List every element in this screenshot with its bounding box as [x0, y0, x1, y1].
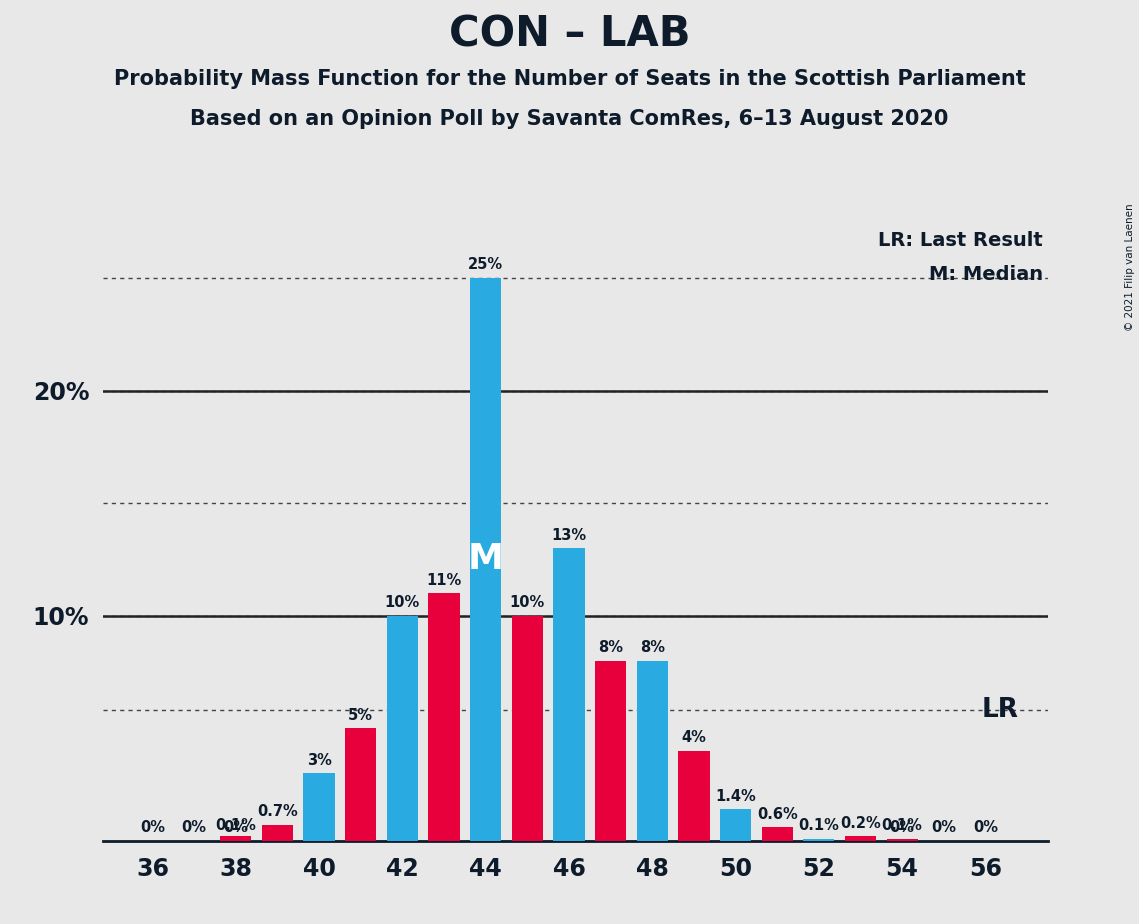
- Bar: [637, 661, 667, 841]
- Text: 10%: 10%: [509, 595, 544, 610]
- Bar: [678, 751, 710, 841]
- Text: 0.1%: 0.1%: [798, 818, 839, 833]
- Text: LR: LR: [982, 698, 1018, 723]
- Text: 8%: 8%: [640, 640, 665, 655]
- Text: Probability Mass Function for the Number of Seats in the Scottish Parliament: Probability Mass Function for the Number…: [114, 69, 1025, 90]
- Text: 0%: 0%: [140, 821, 165, 835]
- Text: 5%: 5%: [349, 708, 374, 723]
- Text: M: Median: M: Median: [929, 265, 1043, 284]
- Text: 0.2%: 0.2%: [841, 816, 880, 831]
- Bar: [220, 839, 252, 841]
- Text: 1.4%: 1.4%: [715, 789, 756, 804]
- Text: 25%: 25%: [468, 258, 503, 273]
- Text: 11%: 11%: [426, 573, 461, 588]
- Text: M: M: [468, 542, 503, 577]
- Text: 0%: 0%: [973, 821, 998, 835]
- Text: 13%: 13%: [551, 528, 587, 542]
- Bar: [762, 827, 793, 841]
- Text: 4%: 4%: [681, 730, 706, 745]
- Text: 0%: 0%: [890, 821, 915, 835]
- Bar: [803, 839, 835, 841]
- Text: 3%: 3%: [306, 753, 331, 768]
- Text: 0%: 0%: [932, 821, 957, 835]
- Bar: [595, 661, 626, 841]
- Bar: [262, 825, 293, 841]
- Text: 0.1%: 0.1%: [882, 818, 923, 833]
- Text: 0.6%: 0.6%: [756, 807, 797, 821]
- Bar: [886, 839, 918, 841]
- Text: © 2021 Filip van Laenen: © 2021 Filip van Laenen: [1125, 203, 1134, 331]
- Text: 10%: 10%: [385, 595, 420, 610]
- Bar: [387, 615, 418, 841]
- Bar: [720, 809, 751, 841]
- Bar: [511, 615, 543, 841]
- Bar: [470, 278, 501, 841]
- Text: LR: Last Result: LR: Last Result: [878, 231, 1043, 250]
- Bar: [345, 728, 376, 841]
- Bar: [428, 593, 460, 841]
- Text: 0%: 0%: [181, 821, 206, 835]
- Bar: [845, 836, 876, 841]
- Bar: [303, 773, 335, 841]
- Text: CON – LAB: CON – LAB: [449, 14, 690, 55]
- Text: 0.1%: 0.1%: [215, 818, 256, 833]
- Text: 0%: 0%: [223, 821, 248, 835]
- Bar: [554, 548, 584, 841]
- Text: Based on an Opinion Poll by Savanta ComRes, 6–13 August 2020: Based on an Opinion Poll by Savanta ComR…: [190, 109, 949, 129]
- Bar: [220, 836, 252, 841]
- Text: 8%: 8%: [598, 640, 623, 655]
- Text: 0.7%: 0.7%: [257, 805, 297, 820]
